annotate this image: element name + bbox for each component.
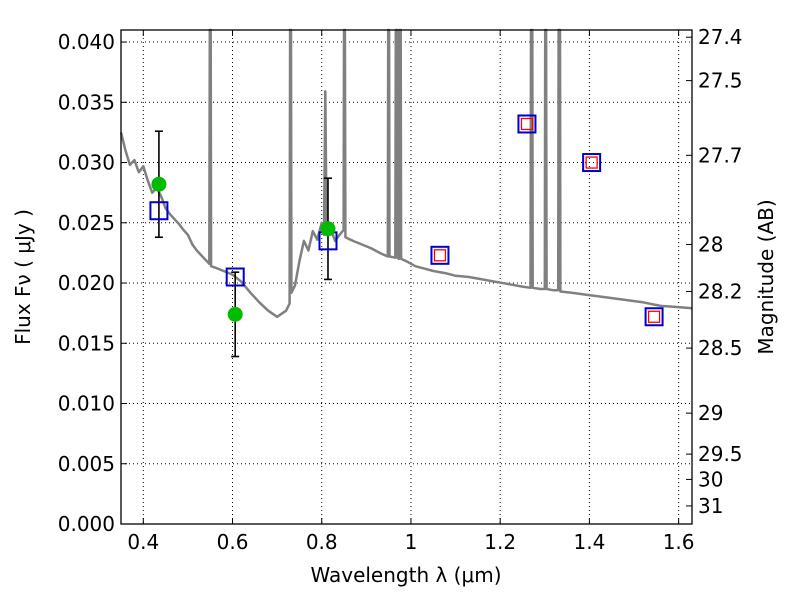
y-axis-left: 0.000 0.005 0.010 0.015 0.020 0.025 0.030 0.035… — [58, 30, 127, 536]
x-tick-label: 0.4 — [127, 530, 159, 554]
observed-flux-box — [585, 156, 598, 169]
x-tick-label: 1.2 — [484, 530, 516, 554]
model-flux-box — [430, 245, 450, 265]
y-tick-label: 0.040 — [58, 30, 115, 54]
x-tick-label: 1.4 — [573, 530, 605, 554]
x-tick-label: 0.6 — [217, 530, 249, 554]
y-tick-label: 0.000 — [58, 512, 115, 536]
model-flux-box — [582, 153, 602, 173]
magnitude-tick-label: 28.2 — [698, 279, 743, 303]
model-flux-box — [225, 267, 245, 287]
y-axis-right-title: Magnitude (AB) — [754, 199, 778, 354]
model-flux-box — [644, 307, 664, 327]
magnitude-tick-label: 28.5 — [698, 336, 743, 360]
magnitude-tick-label: 28 — [698, 232, 723, 256]
x-axis-title: Wavelength λ (μm) — [310, 563, 501, 587]
magnitude-tick-label: 27.5 — [698, 69, 743, 93]
photometry-layer — [151, 176, 336, 322]
plot-area — [121, 30, 692, 524]
y-tick-label: 0.035 — [58, 90, 115, 114]
x-tick-label: 0.8 — [306, 530, 338, 554]
x-axis: 0.4 0.6 0.8 1 1.2 1.4 1.6 — [127, 30, 695, 554]
y-tick-label: 0.020 — [58, 271, 115, 295]
photometry-point — [227, 306, 243, 322]
y-tick-label: 0.005 — [58, 452, 115, 476]
model-flux-box — [517, 114, 537, 134]
y-tick-label: 0.010 — [58, 392, 115, 416]
x-tick-label: 1 — [405, 530, 418, 554]
y-tick-label: 0.015 — [58, 331, 115, 355]
photometry-point — [151, 176, 167, 192]
x-tick-label: 1.6 — [663, 530, 695, 554]
magnitude-tick-label: 30 — [698, 467, 723, 491]
y-axis-right: 27.4 27.5 27.7 28 28.2 28.5 29 29.530 31 — [686, 25, 743, 518]
observed-flux-box — [520, 117, 534, 131]
y-tick-label: 0.030 — [58, 151, 115, 175]
observed-flux-box — [433, 249, 447, 262]
magnitude-tick-label: 31 — [698, 494, 723, 518]
magnitude-tick-label: 27.4 — [698, 25, 743, 49]
magnitude-tick-label: 29.5 — [698, 442, 743, 466]
model-flux-box — [149, 201, 169, 221]
observed-flux-box — [647, 310, 661, 323]
photometry-point — [320, 221, 336, 237]
magnitude-tick-label: 29 — [698, 401, 723, 425]
plot-frame — [120, 29, 693, 525]
y-tick-label: 0.025 — [58, 211, 115, 235]
magnitude-tick-label: 27.7 — [698, 143, 743, 167]
y-axis-title: Flux Fν ( μJy ) — [11, 209, 35, 345]
